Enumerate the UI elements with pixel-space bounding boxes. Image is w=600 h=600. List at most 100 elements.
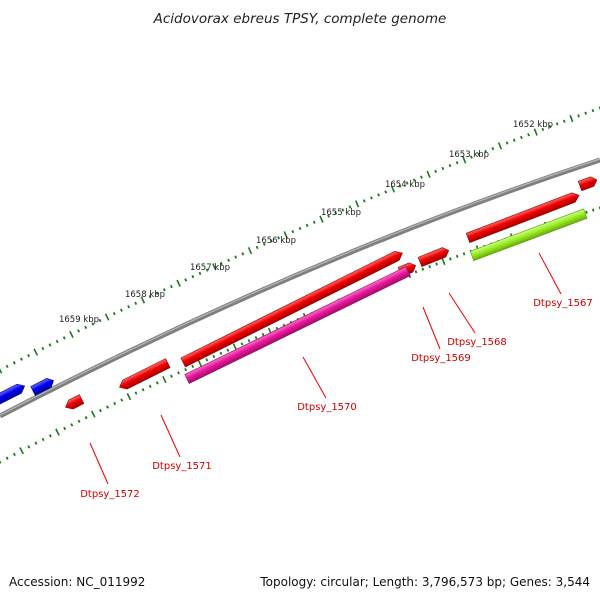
inner-ruler-minor-tick [148,384,152,388]
outer-ruler-minor-tick [277,236,280,240]
gene-arrow-red[interactable] [577,175,598,192]
accession-text: Accession: NC_011992 [9,575,145,589]
outer-ruler-minor-tick [134,301,138,306]
inner-ruler-minor-tick [134,391,138,395]
outer-ruler-minor-tick [305,223,309,228]
leader-line [302,356,327,399]
inner-ruler-minor-tick [155,381,159,385]
outer-ruler-minor-tick [470,155,473,159]
inner-ruler-minor-tick [77,419,81,423]
inner-ruler-minor-tick [421,267,425,271]
inner-ruler-major-tick [441,257,446,266]
outer-ruler-minor-tick [19,357,23,361]
inner-ruler-minor-tick [455,254,459,258]
outer-ruler-minor-tick [62,336,66,340]
inner-ruler-major-tick [55,428,60,436]
inner-ruler-major-tick [126,393,132,401]
gene-label-dtpsy-1571[interactable]: Dtpsy_1571 [152,461,212,472]
outer-ruler-minor-tick [348,205,352,209]
gene-arrow-red[interactable] [180,249,405,368]
inner-ruler-minor-tick [63,426,67,431]
outer-ruler-major-tick [247,247,253,255]
inner-ruler-minor-tick [212,354,216,359]
outer-ruler-minor-tick [548,124,552,129]
leader-line [422,306,441,350]
inner-ruler-minor-tick [84,416,88,420]
outer-ruler-major-tick [212,263,217,271]
gene-arrow-blue[interactable] [0,381,27,405]
ruler-label-1657: 1657 kbp [190,263,230,273]
outer-ruler-minor-tick [291,229,295,234]
outer-ruler-minor-tick [77,329,80,333]
gene-label-dtpsy-1570[interactable]: Dtpsy_1570 [297,402,357,413]
inner-ruler-minor-tick [428,264,432,269]
gene-arrow-red[interactable] [465,191,581,244]
inner-ruler-minor-tick [219,351,223,356]
inner-ruler-major-tick [90,410,96,418]
outer-ruler-labels: 1652 kbp 1653 kbp 1654 kbp 1655 kbp 1656… [59,120,553,325]
outer-ruler-major-tick [0,368,3,374]
outer-ruler-major-tick [426,170,431,178]
outer-ruler-minor-tick [370,196,373,200]
map-title: Acidovorax ebreus TPSY, complete genome [153,11,447,27]
gene-label-dtpsy-1568[interactable]: Dtpsy_1568 [447,337,507,348]
leader-line [448,292,476,334]
inner-ruler-minor-tick [435,262,438,266]
gene-bar-green[interactable] [469,208,588,262]
outer-ruler-minor-tick [55,339,59,344]
outer-ruler-minor-tick [434,169,438,174]
outer-ruler-minor-tick [84,325,88,330]
leader-line [538,252,562,295]
gene-label-dtpsy-1572[interactable]: Dtpsy_1572 [80,489,140,500]
gene-arrow-red[interactable] [417,246,450,268]
inner-ruler-minor-tick [205,358,209,362]
inner-ruler-minor-tick [191,364,195,368]
leader-line [160,414,181,458]
outer-ruler-major-tick [33,348,39,356]
gene-arrow-red[interactable] [117,358,171,392]
outer-ruler-minor-tick [127,305,130,309]
outer-ruler-minor-tick [341,208,345,212]
gene-label-dtpsy-1567[interactable]: Dtpsy_1567 [533,298,593,309]
outer-ruler-major-tick [176,279,181,287]
outer-ruler-minor-tick [312,220,316,224]
outer-ruler-minor-tick [12,361,16,365]
outer-ruler-minor-tick [512,138,516,142]
outer-ruler-minor-tick [384,190,388,194]
inner-ruler-minor-tick [591,208,595,212]
outer-ruler-minor-tick [5,364,9,369]
inner-ruler-major-tick [162,375,167,384]
inner-ruler-minor-tick [177,371,180,375]
outer-ruler-minor-tick [205,268,209,272]
ruler-label-1655: 1655 kbp [321,208,361,218]
outer-ruler-minor-tick [362,199,366,203]
inner-ruler-minor-tick [414,270,418,274]
outer-ruler-minor-tick [148,294,152,299]
gene-label-dtpsy-1569[interactable]: Dtpsy_1569 [411,353,471,364]
forward-genes [0,175,598,405]
outer-ruler-minor-tick [170,284,173,289]
inner-ruler-minor-tick [48,434,52,438]
outer-ruler-minor-tick [484,149,488,154]
outer-ruler-minor-tick [198,271,202,275]
inner-ruler-minor-tick [106,405,109,409]
label-leaders [89,252,562,485]
outer-ruler-major-tick [283,231,288,239]
outer-ruler-minor-tick [334,211,338,215]
inner-ruler-minor-tick [98,408,102,413]
gene-arrow-blue[interactable] [30,376,56,396]
inner-ruler-minor-tick [27,445,31,449]
outer-ruler-minor-tick [405,181,409,185]
gene-bar-magenta[interactable] [184,266,411,384]
outer-ruler-minor-tick [91,322,95,326]
outer-ruler-minor-tick [184,278,188,282]
outer-ruler-major-tick [355,200,360,208]
ruler-label-1656: 1656 kbp [256,236,296,246]
outer-ruler-minor-tick [477,152,480,156]
inner-ruler-minor-tick [226,348,230,352]
outer-ruler-minor-tick [377,193,380,197]
gene-arrow-red[interactable] [63,394,85,412]
outer-ruler-minor-tick [420,175,423,179]
inner-ruler-minor-tick [0,460,2,464]
inner-ruler-minor-tick [247,339,251,343]
